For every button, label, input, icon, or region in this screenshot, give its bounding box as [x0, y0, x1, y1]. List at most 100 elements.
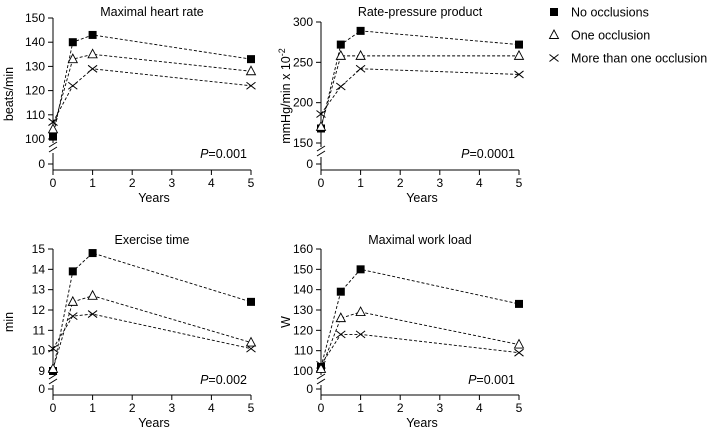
data-point	[335, 49, 347, 60]
p-value-text: =0.001	[476, 373, 515, 387]
data-point	[356, 265, 365, 274]
y-tick-label: 110	[26, 108, 45, 122]
y-tick-label: 110	[294, 344, 313, 358]
x-tick-label: 5	[516, 176, 523, 190]
y-axis-label-text: beats/min	[2, 67, 16, 121]
y-tick-label: 10	[32, 344, 46, 358]
series-line	[52, 53, 252, 130]
series-line	[320, 333, 520, 366]
data-point	[316, 361, 326, 369]
chart-panel: Maximal heart rate 0 100 110 120 130 140 150 0 1 2…	[2, 5, 257, 205]
y-tick-label: 140	[25, 35, 45, 49]
data-point	[88, 249, 97, 258]
data-point	[68, 267, 77, 276]
data-point	[515, 299, 523, 308]
series-triangle	[315, 49, 525, 131]
series-line	[52, 313, 252, 350]
x-tick-label: 0	[50, 176, 57, 190]
series-line	[320, 311, 520, 370]
y-tick-label: 100	[25, 132, 45, 146]
x-tick-label: 4	[476, 176, 483, 190]
data-point	[48, 344, 58, 353]
y-axis-label: beats/min	[2, 67, 16, 121]
y-tick-label: 130	[25, 59, 45, 73]
p-value-annotation: P=0.001	[200, 147, 247, 161]
x-tick-label: 3	[168, 401, 175, 415]
data-point	[513, 49, 525, 60]
series-triangle	[315, 306, 525, 373]
data-point	[335, 82, 346, 91]
y-tick-label: 160	[293, 242, 313, 256]
y-axis-label-text: mmHg/min x 10	[279, 56, 293, 144]
data-point	[356, 26, 365, 35]
data-point	[336, 287, 345, 296]
chart-title: Maximal heart rate	[100, 5, 204, 19]
series-line	[52, 252, 252, 372]
series-cross	[48, 64, 256, 126]
chart-title: Maximal work load	[368, 233, 472, 247]
chart-panel: Rate-pressure product 0 150 200 250 300 0 1 2 3 4 5…	[277, 5, 525, 205]
y-tick-label: 0	[38, 157, 45, 171]
data-point	[355, 306, 366, 316]
chart-title: Rate-pressure product	[358, 5, 483, 19]
axis-break	[316, 373, 326, 385]
p-value-symbol: P	[200, 147, 209, 161]
x-tick-label: 0	[50, 401, 57, 415]
x-tick-label: 2	[397, 401, 404, 415]
series-line	[52, 34, 252, 137]
y-tick-label: 14	[32, 262, 46, 276]
p-value-text: =0.002	[208, 373, 247, 387]
data-point	[335, 312, 347, 323]
data-point	[49, 132, 57, 141]
x-tick-label: 1	[89, 176, 96, 190]
data-point	[355, 64, 366, 73]
y-tick-label: 0	[306, 157, 313, 171]
data-point	[246, 344, 256, 353]
axis-break	[48, 373, 58, 385]
data-point	[87, 48, 98, 59]
x-axis-label: Years	[406, 191, 438, 205]
y-tick-label: 150	[293, 262, 313, 276]
data-point	[67, 81, 78, 90]
x-axis-label: Years	[406, 416, 438, 429]
y-tick-label: 12	[32, 303, 46, 317]
x-axis-label: Years	[138, 191, 170, 205]
legend-item: One occlusion	[548, 29, 650, 43]
series-line	[320, 55, 519, 127]
data-point	[67, 312, 78, 320]
data-point	[47, 363, 59, 373]
p-value-symbol: P	[461, 147, 470, 161]
legend-marker	[548, 29, 560, 39]
legend-label: More than one occlusion	[571, 52, 707, 66]
series-square	[49, 249, 255, 375]
legend: No occlusions One occlusion More than one …	[548, 6, 707, 66]
x-tick-label: 3	[436, 176, 443, 190]
series-triangle	[47, 48, 257, 134]
p-value-text: =0.0001	[469, 147, 515, 161]
data-point	[247, 55, 255, 64]
y-axis-label-text: min	[2, 312, 16, 332]
chart-title: Exercise time	[114, 233, 189, 247]
x-tick-label: 1	[357, 401, 364, 415]
x-tick-label: 0	[318, 401, 325, 415]
x-tick-label: 0	[318, 176, 325, 190]
data-point	[315, 120, 327, 131]
p-value-annotation: P=0.001	[468, 373, 515, 387]
axis-break	[316, 145, 326, 157]
y-axis-label: min	[2, 312, 16, 332]
x-tick-label: 2	[397, 176, 404, 190]
y-axis-label: mmHg/min x 10-2	[277, 48, 293, 144]
data-point	[245, 336, 257, 347]
x-tick-label: 5	[516, 401, 523, 415]
y-axis-label: W	[279, 316, 293, 328]
data-point	[355, 49, 366, 60]
y-tick-label: 9	[38, 364, 45, 378]
chart-panel: Maximal work load 0 100 110 120 130 140 150 160 0…	[279, 233, 525, 429]
data-point	[245, 65, 257, 76]
data-point	[88, 30, 97, 39]
y-tick-label: 250	[293, 55, 313, 69]
data-point	[67, 53, 79, 64]
series-line	[320, 268, 520, 368]
